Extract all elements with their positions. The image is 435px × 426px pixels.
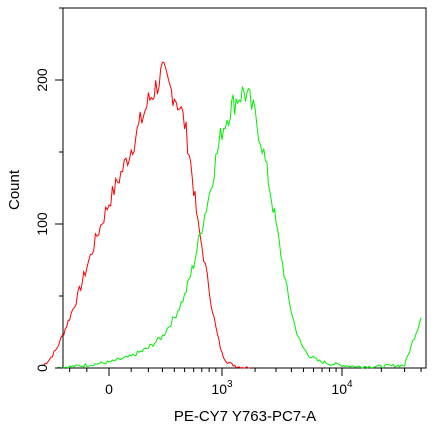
y-tick-label: 100 (34, 212, 50, 236)
x-tick-exponent: 4 (347, 379, 353, 390)
y-axis-label: Count (6, 169, 23, 210)
series-layer (43, 61, 422, 369)
x-axis: 0 103 104 (69, 368, 422, 397)
x-tick-label: 104 (331, 379, 353, 397)
y-tick-label: 0 (34, 364, 50, 372)
series-line-1 (55, 86, 422, 369)
y-axis: 0 100 200 (34, 7, 63, 372)
plot-frame (62, 7, 427, 369)
x-tick-exponent: 3 (227, 379, 233, 390)
x-tick-label: 0 (105, 381, 113, 397)
y-tick-label: 200 (34, 68, 50, 92)
series-line-0 (43, 61, 250, 369)
x-axis-label: PE-CY7 Y763-PC7-A (174, 408, 316, 425)
x-tick-label: 103 (211, 379, 233, 397)
